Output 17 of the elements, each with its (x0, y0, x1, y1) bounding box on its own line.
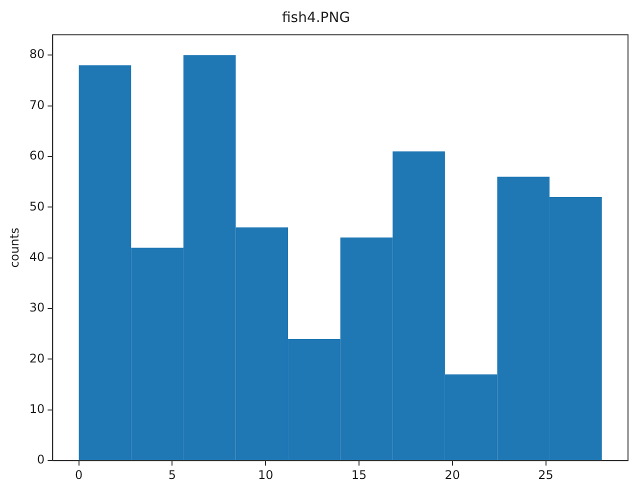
y-tick-label: 40 (29, 250, 45, 264)
y-tick-label: 20 (29, 351, 45, 366)
x-tick-label: 20 (444, 468, 460, 482)
x-tick-label: 25 (538, 468, 554, 482)
y-tick-label: 60 (29, 148, 45, 163)
y-axis-title: counts (7, 228, 22, 268)
y-tick-label: 70 (29, 98, 45, 112)
chart-title: fish4.PNG (282, 10, 350, 26)
y-tick-label: 30 (29, 300, 45, 315)
x-tick-label: 5 (168, 468, 176, 482)
x-tick-label: 10 (258, 468, 274, 482)
x-tick-label: 15 (351, 468, 367, 482)
y-tick-label: 10 (29, 402, 45, 416)
y-tick-label: 0 (37, 452, 45, 467)
y-tick-label: 50 (29, 199, 45, 214)
y-tick-label: 80 (29, 47, 45, 62)
x-tick-label: 0 (75, 468, 83, 482)
